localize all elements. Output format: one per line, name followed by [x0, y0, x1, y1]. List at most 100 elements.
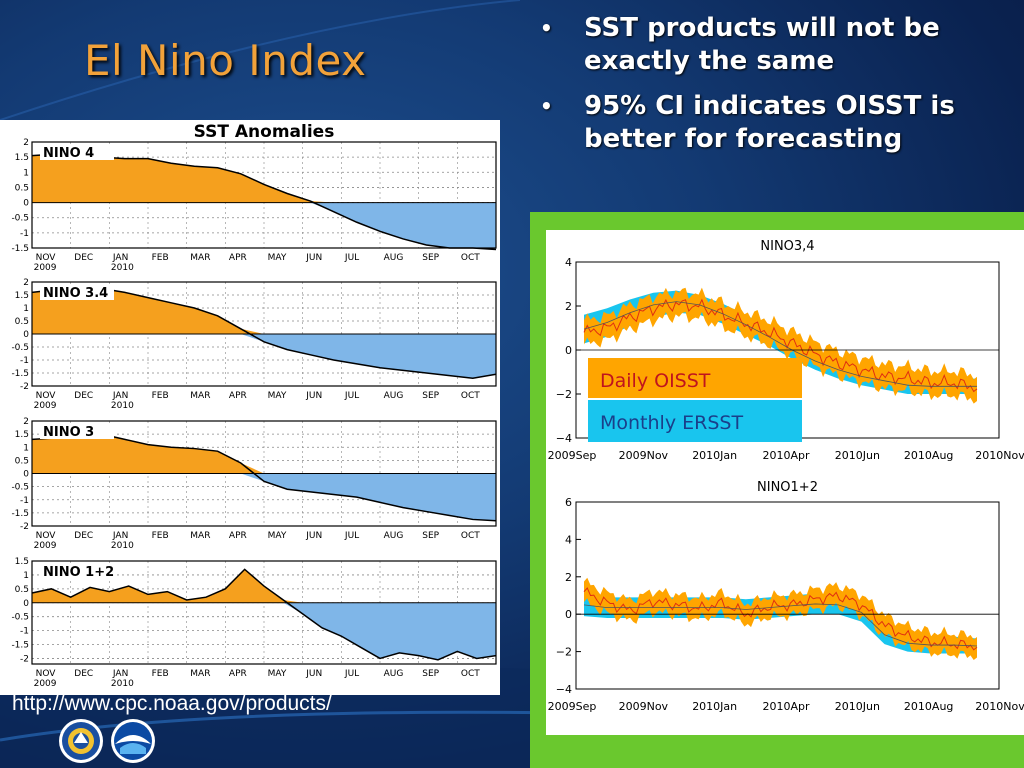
- y-tick-label: -1.5: [11, 244, 29, 254]
- x-tick-label: JAN: [112, 531, 128, 541]
- index-chart: NINO3,4 4 2 0 −2 −4 2009Sep 2009Nov 2010Jan 2010A…: [548, 239, 1024, 462]
- panel-label-bg: [40, 564, 114, 579]
- negative-anomaly-area: [32, 202, 496, 250]
- x-tick-label: 2010Aug: [904, 700, 953, 713]
- y-tick-label: 0.5: [15, 585, 29, 595]
- bullet-text: 95% CI indicates OISST is better for for…: [584, 91, 955, 154]
- y-tick-label: 1: [23, 168, 29, 178]
- positive-anomaly-area: [32, 434, 496, 474]
- oisst-band: [584, 577, 977, 661]
- panel-label-bg: [40, 145, 114, 160]
- x-tick-label: JUN: [305, 253, 322, 263]
- panel-frame: [31, 141, 497, 249]
- ersst-mean-line: [583, 603, 978, 647]
- anomaly-line: [31, 568, 497, 661]
- y-tick-label: 0: [565, 344, 572, 357]
- panel-label: NINO 3.4: [43, 286, 108, 301]
- x-tick-label: FEB: [152, 391, 169, 401]
- chart-title: NINO3,4: [760, 239, 814, 254]
- ersst-mean-line: [583, 301, 977, 387]
- positive-anomaly-area: [32, 287, 496, 334]
- x-tick-year: 2009: [34, 679, 57, 689]
- y-tick-label: 2: [565, 300, 572, 313]
- bullet-item: • SST products will not be exactly the sa…: [534, 12, 1014, 78]
- y-tick-label: 2: [23, 278, 29, 288]
- x-tick-label: OCT: [461, 253, 480, 263]
- slide-title: El Nino Index: [84, 36, 367, 85]
- noaa-logo-icon: [111, 719, 155, 763]
- x-tick-year: 2009: [34, 401, 57, 411]
- x-tick-label: FEB: [152, 669, 169, 679]
- bullet-dot-icon: •: [540, 94, 553, 118]
- x-tick-label: 2010Aug: [904, 449, 953, 462]
- y-tick-label: -0.5: [11, 214, 29, 224]
- panel-label-bg: [40, 285, 114, 300]
- y-tick-label: 2: [23, 138, 29, 148]
- y-tick-label: -2: [20, 522, 29, 532]
- x-tick-label: MAY: [268, 669, 287, 679]
- x-tick-label: MAY: [268, 391, 287, 401]
- x-tick-label: JAN: [112, 253, 128, 263]
- y-tick-label: 1.5: [15, 291, 29, 301]
- y-tick-label: 4: [565, 533, 572, 546]
- y-tick-label: −4: [556, 432, 572, 445]
- doc-seal-icon: [59, 719, 103, 763]
- x-tick-label: 2009Nov: [619, 449, 669, 462]
- y-tick-label: 2: [23, 417, 29, 427]
- y-tick-label: 2: [565, 571, 572, 584]
- panel-label: NINO 4: [43, 146, 94, 161]
- x-tick-label: 2010Jun: [835, 449, 880, 462]
- x-tick-label: 2010Apr: [762, 449, 810, 462]
- x-tick-year: 2010: [111, 679, 134, 689]
- x-tick-label: JUN: [305, 531, 322, 541]
- chart-frame: [575, 501, 1000, 690]
- y-tick-label: -1: [20, 627, 29, 637]
- y-tick-label: 0: [23, 199, 29, 209]
- x-tick-label: JUL: [344, 391, 359, 401]
- panel-label: NINO 3: [43, 425, 94, 440]
- x-tick-label: NOV: [36, 391, 57, 401]
- y-tick-label: -1: [20, 356, 29, 366]
- positive-anomaly-area: [32, 569, 496, 603]
- y-tick-label: 0.5: [15, 183, 29, 193]
- panel-label-bg: [40, 424, 114, 439]
- y-tick-label: 4: [565, 256, 572, 269]
- x-tick-label: OCT: [461, 669, 480, 679]
- x-tick-label: NOV: [36, 253, 57, 263]
- x-tick-label: DEC: [74, 669, 93, 679]
- x-tick-label: APR: [229, 253, 247, 263]
- x-tick-label: AUG: [384, 669, 404, 679]
- x-tick-label: FEB: [152, 531, 169, 541]
- source-url[interactable]: http://www.cpc.noaa.gov/products/: [12, 692, 332, 715]
- bullet-list: • SST products will not be exactly the sa…: [534, 12, 1014, 168]
- chart-title: NINO1+2: [757, 480, 818, 495]
- legend-ersst-label: Monthly ERSST: [600, 412, 743, 434]
- oisst-ersst-panel: NINO3,4 4 2 0 −2 −4 2009Sep 2009Nov 2010Jan 2010A…: [546, 230, 1024, 735]
- x-tick-label: JUL: [344, 669, 359, 679]
- x-tick-label: AUG: [384, 391, 404, 401]
- x-tick-label: 2010Nov: [975, 700, 1024, 713]
- bullet-text: SST products will not be exactly the sam…: [584, 13, 940, 76]
- x-tick-label: DEC: [74, 391, 93, 401]
- x-tick-label: SEP: [422, 253, 439, 263]
- positive-anomaly-area: [32, 154, 496, 203]
- legend-ersst-swatch: [588, 400, 802, 442]
- x-tick-label: 2009Sep: [548, 700, 597, 713]
- negative-anomaly-area: [32, 473, 496, 521]
- x-tick-label: MAR: [190, 531, 210, 541]
- x-tick-label: MAY: [268, 531, 287, 541]
- x-tick-label: OCT: [461, 531, 480, 541]
- x-tick-label: JUL: [344, 531, 359, 541]
- y-tick-label: 0: [565, 608, 572, 621]
- x-tick-label: 2010Apr: [762, 700, 810, 713]
- x-tick-label: DEC: [74, 531, 93, 541]
- x-tick-label: 2009Nov: [619, 700, 669, 713]
- x-tick-label: JAN: [112, 391, 128, 401]
- x-tick-label: MAR: [190, 669, 210, 679]
- x-tick-label: NOV: [36, 669, 57, 679]
- bullet-item: • 95% CI indicates OISST is better for fo…: [534, 90, 1014, 156]
- y-tick-label: -1.5: [11, 509, 29, 519]
- panel-frame: [31, 281, 497, 387]
